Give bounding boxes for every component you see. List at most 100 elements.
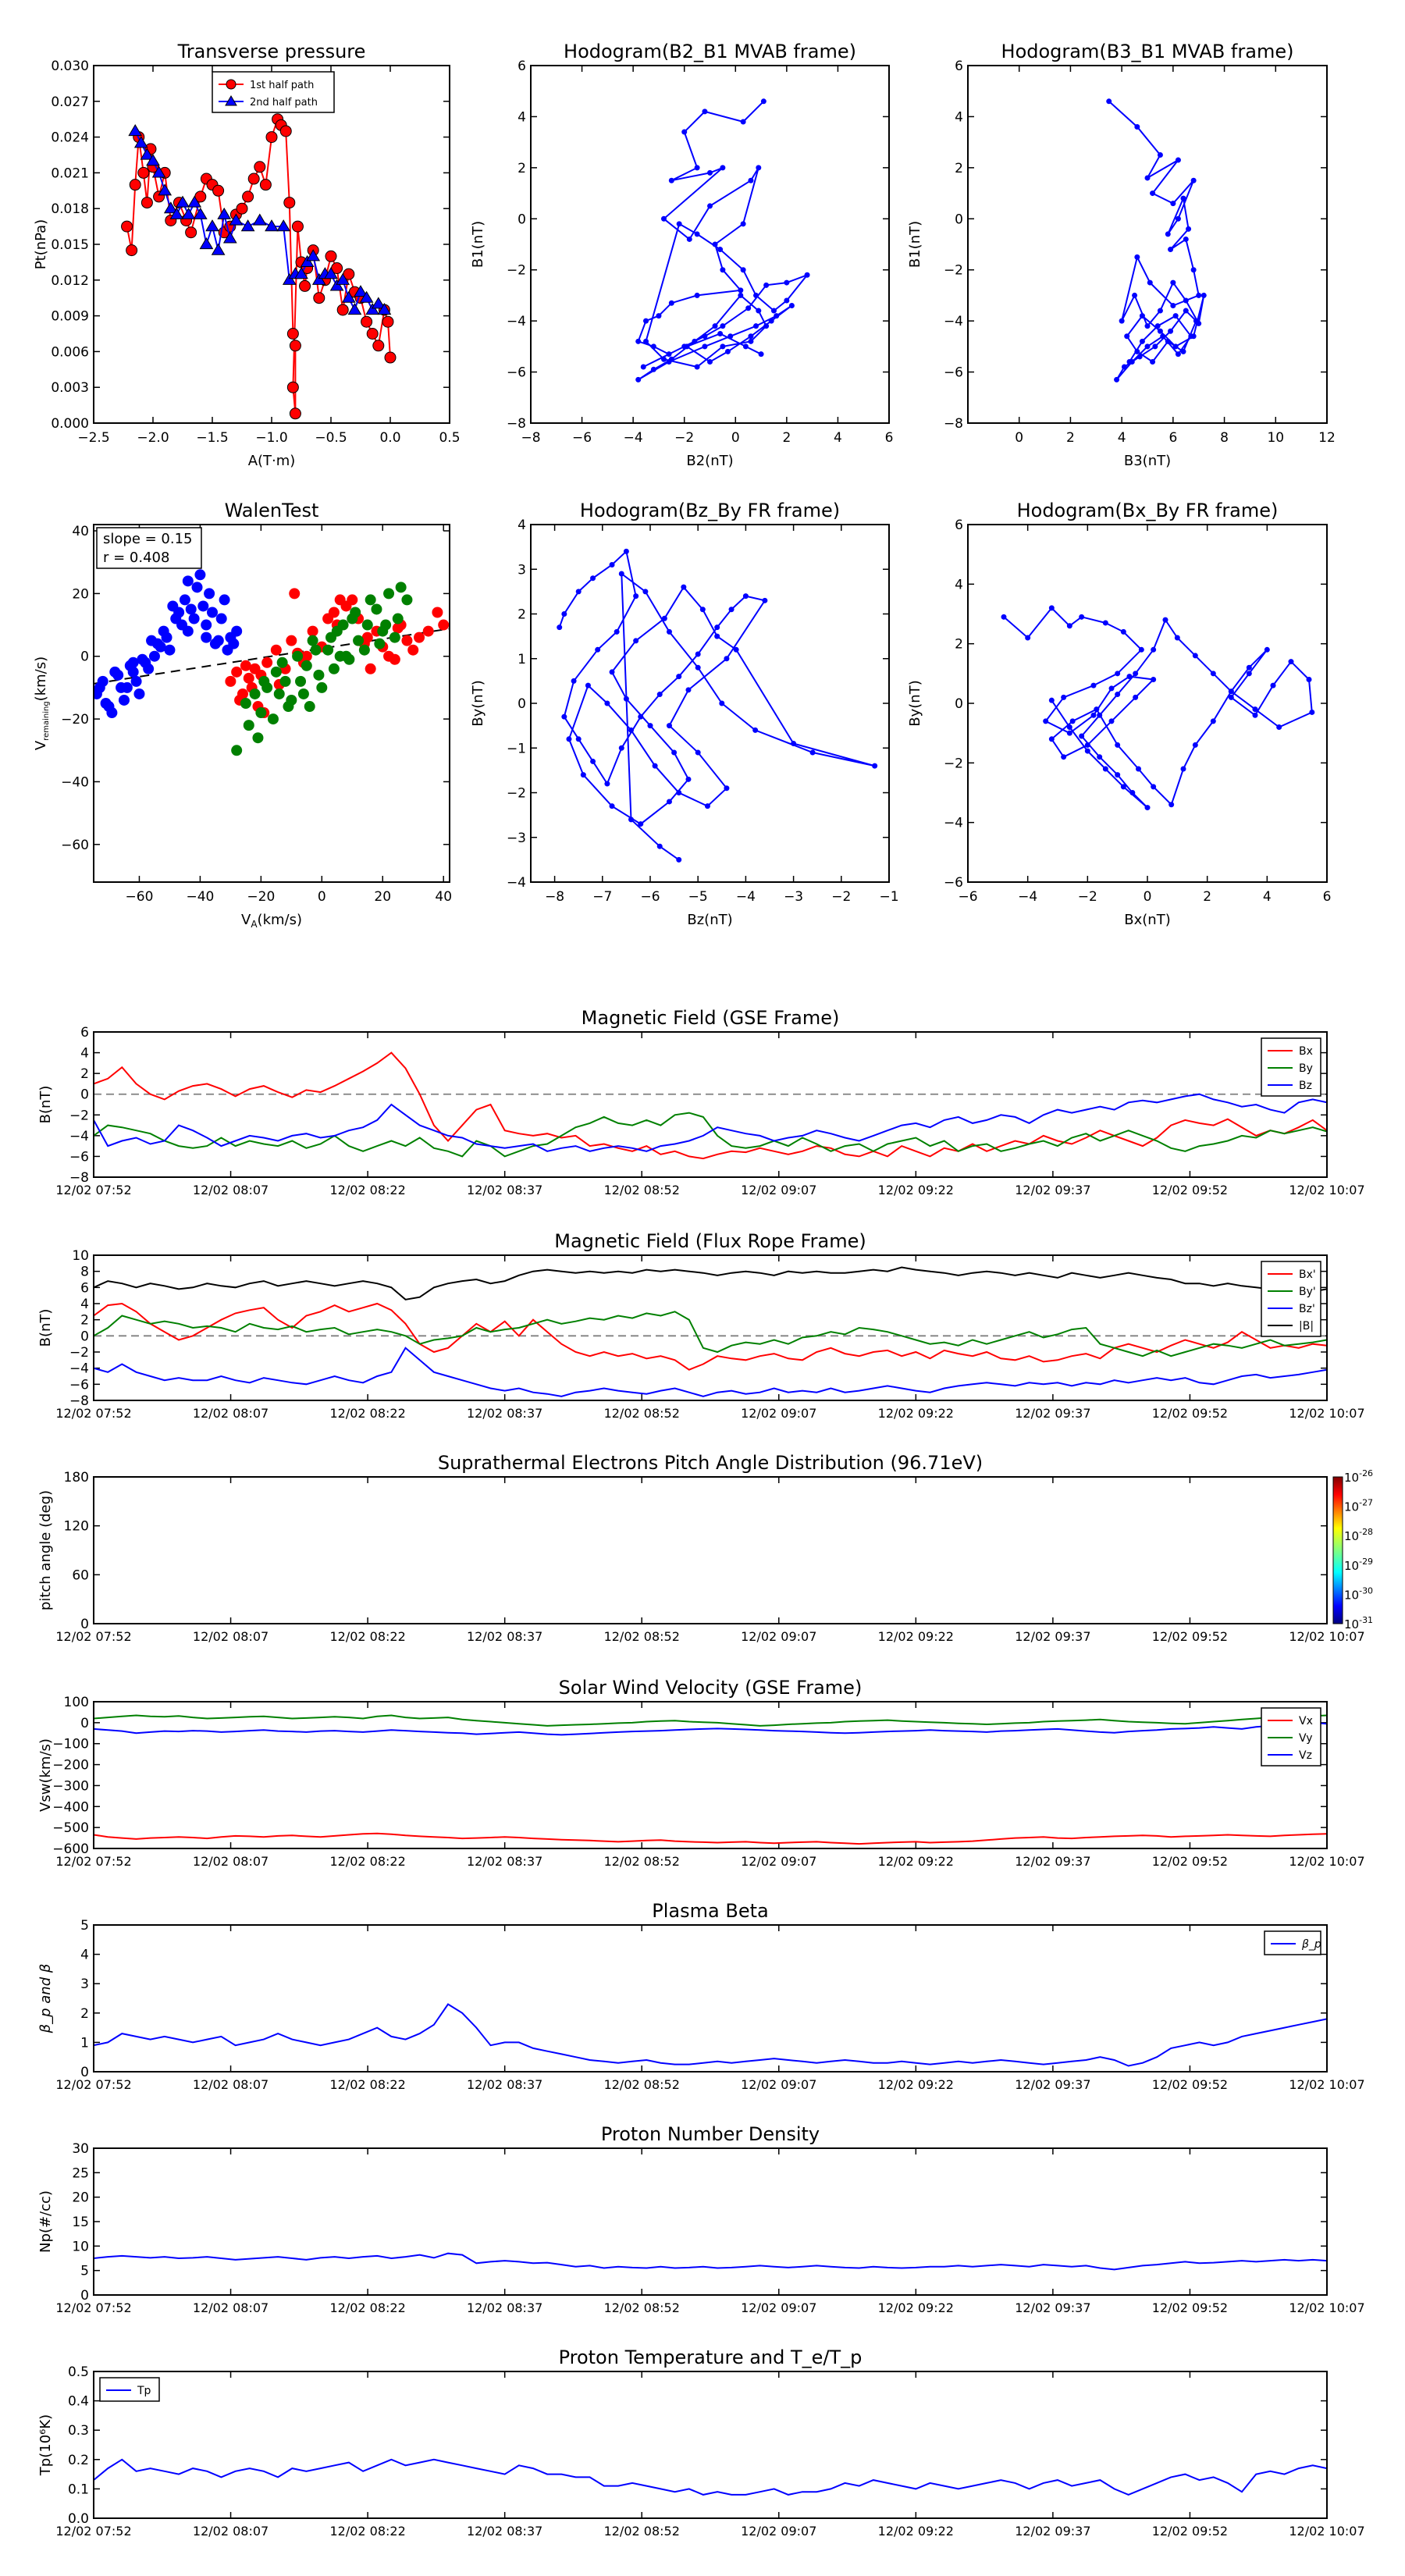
marker-b1-vs-b2 [738, 287, 744, 294]
y-tick-label: 0.3 [68, 2423, 89, 2439]
marker-vz [94, 681, 105, 693]
x-tick-label: 0 [1144, 889, 1152, 905]
marker-b1-vs-b3 [1168, 247, 1174, 253]
marker-vz [130, 675, 142, 687]
marker-vx [438, 619, 450, 631]
panel-vsw: Solar Wind Velocity (GSE Frame) −600 −500 −… [37, 1677, 1365, 1869]
marker-by-vs-bz [681, 584, 687, 590]
marker-vz [118, 694, 130, 706]
y-tick-label: 0.024 [51, 130, 89, 146]
y-tick-label: 4 [955, 109, 963, 125]
marker-vy [295, 675, 307, 687]
colorbar-tick-label: 10-29 [1344, 1557, 1373, 1573]
series-line--b- [94, 1266, 1327, 1300]
marker-1st-half-path [140, 197, 153, 209]
marker-b1-vs-b2 [707, 358, 713, 365]
marker-vy [307, 635, 318, 646]
x-tick-label: 12/02 08:52 [604, 1629, 680, 1644]
marker-by-vs-bx [1288, 659, 1294, 665]
series-line-vz [94, 1721, 1327, 1736]
marker-1st-half-path [361, 315, 373, 328]
y-axis-label: Np(#/cc) [37, 2190, 54, 2253]
x-tick-label: −1 [879, 889, 898, 905]
series-line--p [94, 2003, 1327, 2067]
x-tick-label: 12/02 09:52 [1152, 1854, 1228, 1869]
marker-b1-vs-b3 [1157, 328, 1163, 334]
marker-b1-vs-b3 [1139, 338, 1145, 344]
marker-1st-half-path [265, 131, 278, 144]
x-axis-label: B3(nT) [1124, 453, 1171, 469]
y-tick-label: 5 [80, 2264, 89, 2279]
marker-vy [334, 650, 346, 662]
marker-vz [188, 613, 200, 624]
axes-frame [93, 2147, 1328, 2296]
marker-b1-vs-b2 [720, 267, 726, 273]
y-axis-label: Vremaining(km/s) [33, 656, 51, 750]
marker-1st-half-path [129, 179, 141, 191]
marker-b1-vs-b3 [1144, 343, 1151, 350]
x-tick-label: 12 [1318, 430, 1336, 446]
marker-b1-vs-b2 [640, 364, 646, 370]
marker-vz [207, 607, 218, 618]
marker-vz [121, 681, 133, 693]
marker-by-vs-bx [1151, 784, 1157, 790]
marker-b1-vs-b3 [1144, 175, 1151, 181]
marker-2nd-half-path [252, 213, 267, 226]
marker-b1-vs-b2 [635, 338, 642, 344]
y-tick-label: −4 [944, 314, 963, 329]
colorbar-tick-label: 10-26 [1344, 1468, 1373, 1485]
marker-b1-vs-b3 [1139, 313, 1145, 319]
marker-vx [347, 594, 358, 606]
x-tick-label: 4 [1118, 430, 1126, 446]
legend-label: Bz' [1299, 1303, 1315, 1315]
marker-vy [361, 619, 373, 631]
chart-title: Hodogram(Bx_By FR frame) [1017, 500, 1279, 521]
chart-title: Hodogram(B2_B1 MVAB frame) [564, 41, 856, 62]
colorbar-tick-base: 10 [1344, 1617, 1359, 1631]
x-tick-label: 12/02 10:07 [1289, 1854, 1364, 1869]
x-tick-label: −6 [958, 889, 977, 905]
y-axis-label: pitch angle (deg) [37, 1490, 54, 1610]
marker-vy [343, 653, 355, 665]
marker-b1-vs-b3 [1175, 351, 1181, 358]
y-axis-label: By(nT) [470, 680, 486, 726]
marker-2nd-half-path [306, 249, 321, 262]
data-layer [557, 548, 878, 863]
marker-by-vs-bz [628, 727, 635, 733]
marker-by-vs-bz [742, 593, 749, 600]
marker-2nd-half-path [140, 148, 155, 160]
marker-vx [231, 666, 243, 678]
y-tick-label: 0.018 [51, 201, 89, 217]
x-tick-label: 12/02 09:07 [741, 1406, 816, 1421]
marker-2nd-half-path [282, 272, 297, 285]
y-tick-label: 0 [80, 1329, 89, 1344]
x-tick-label: 12/02 09:37 [1015, 2300, 1090, 2315]
marker-by-vs-bz [752, 727, 759, 733]
y-tick-label: 0 [80, 2065, 89, 2080]
legend-marker [225, 95, 237, 106]
x-tick-label: 12/02 08:37 [467, 1629, 542, 1644]
marker-b1-vs-b3 [1170, 303, 1176, 309]
marker-vy [273, 688, 285, 699]
x-tick-label: 12/02 08:07 [193, 2077, 269, 2092]
marker-b1-vs-b2 [712, 323, 718, 329]
y-tick-label: −3 [507, 831, 526, 846]
x-tick-label: −3 [784, 889, 803, 905]
marker-b1-vs-b2 [717, 331, 724, 336]
y-tick-label: −500 [52, 1820, 89, 1836]
marker-by-vs-bx [1129, 790, 1136, 795]
colorbar-tick-label: 10-27 [1344, 1498, 1373, 1514]
marker-b1-vs-b2 [724, 348, 731, 354]
y-tick-label: −600 [52, 1841, 89, 1857]
series-line-bx- [94, 1302, 1327, 1371]
marker-by-vs-bx [1192, 653, 1198, 659]
marker-2nd-half-path [311, 272, 326, 285]
y-tick-label: 4 [955, 577, 963, 592]
axes-frame [93, 1701, 1328, 1849]
marker-1st-half-path [289, 407, 301, 420]
x-tick-label: −8 [521, 430, 540, 446]
x-tick-label: 12/02 09:07 [741, 2077, 816, 2092]
x-tick-label: 12/02 09:22 [878, 2077, 954, 2092]
marker-by-vs-bx [1138, 646, 1144, 653]
y-tick-label: 0.000 [51, 416, 89, 432]
